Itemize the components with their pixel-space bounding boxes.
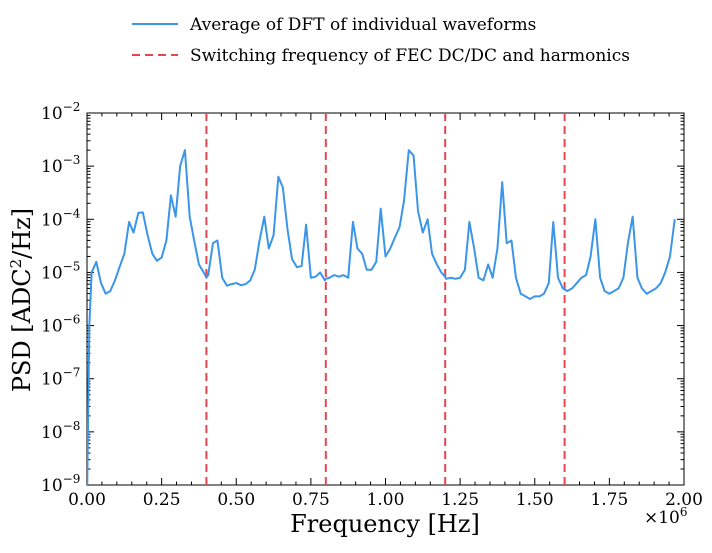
x-tick-label: 0.50 [217,490,255,510]
legend-label-series-0: Average of DFT of individual waveforms [189,15,536,35]
series-layer [87,149,676,485]
harmonic-lines [205,113,566,485]
y-tick-label: 10−3 [41,153,80,177]
x-tick-label: 1.50 [516,490,554,510]
x-tick-label: 2.00 [665,490,703,510]
x-tick-label: 0.75 [292,490,330,510]
y-tick-label: 10−8 [41,419,80,443]
x-tick-label: 1.00 [367,490,405,510]
x-tick-label: 1.75 [590,490,628,510]
y-tick-label: 10−6 [41,313,80,337]
legend-label-series-1: Switching frequency of FEC DC/DC and har… [190,46,630,66]
legend: Average of DFT of individual waveforms S… [132,15,630,66]
series-line-psd [87,149,676,485]
y-tick-label: 10−4 [41,206,81,230]
x-tick-label: 0.25 [143,490,181,510]
x-axis-label: Frequency [Hz] [290,510,480,538]
x-axis-multiplier: ×106 [644,505,688,528]
y-axis-label: PSD [ADC2/Hz] [7,208,36,392]
x-tick-label: 0.00 [68,490,106,510]
y-axis-ticks: 10−910−810−710−610−510−410−310−2 [41,100,684,496]
y-tick-label: 10−5 [41,259,80,283]
x-tick-label: 1.25 [441,490,479,510]
x-axis-ticks: 0.00 0.25 0.50 0.75 1.00 1.25 1.50 1.75 2.00 [68,113,703,510]
y-tick-label: 10−7 [41,366,80,390]
plot-area [86,112,685,486]
y-tick-label: 10−2 [41,100,80,124]
